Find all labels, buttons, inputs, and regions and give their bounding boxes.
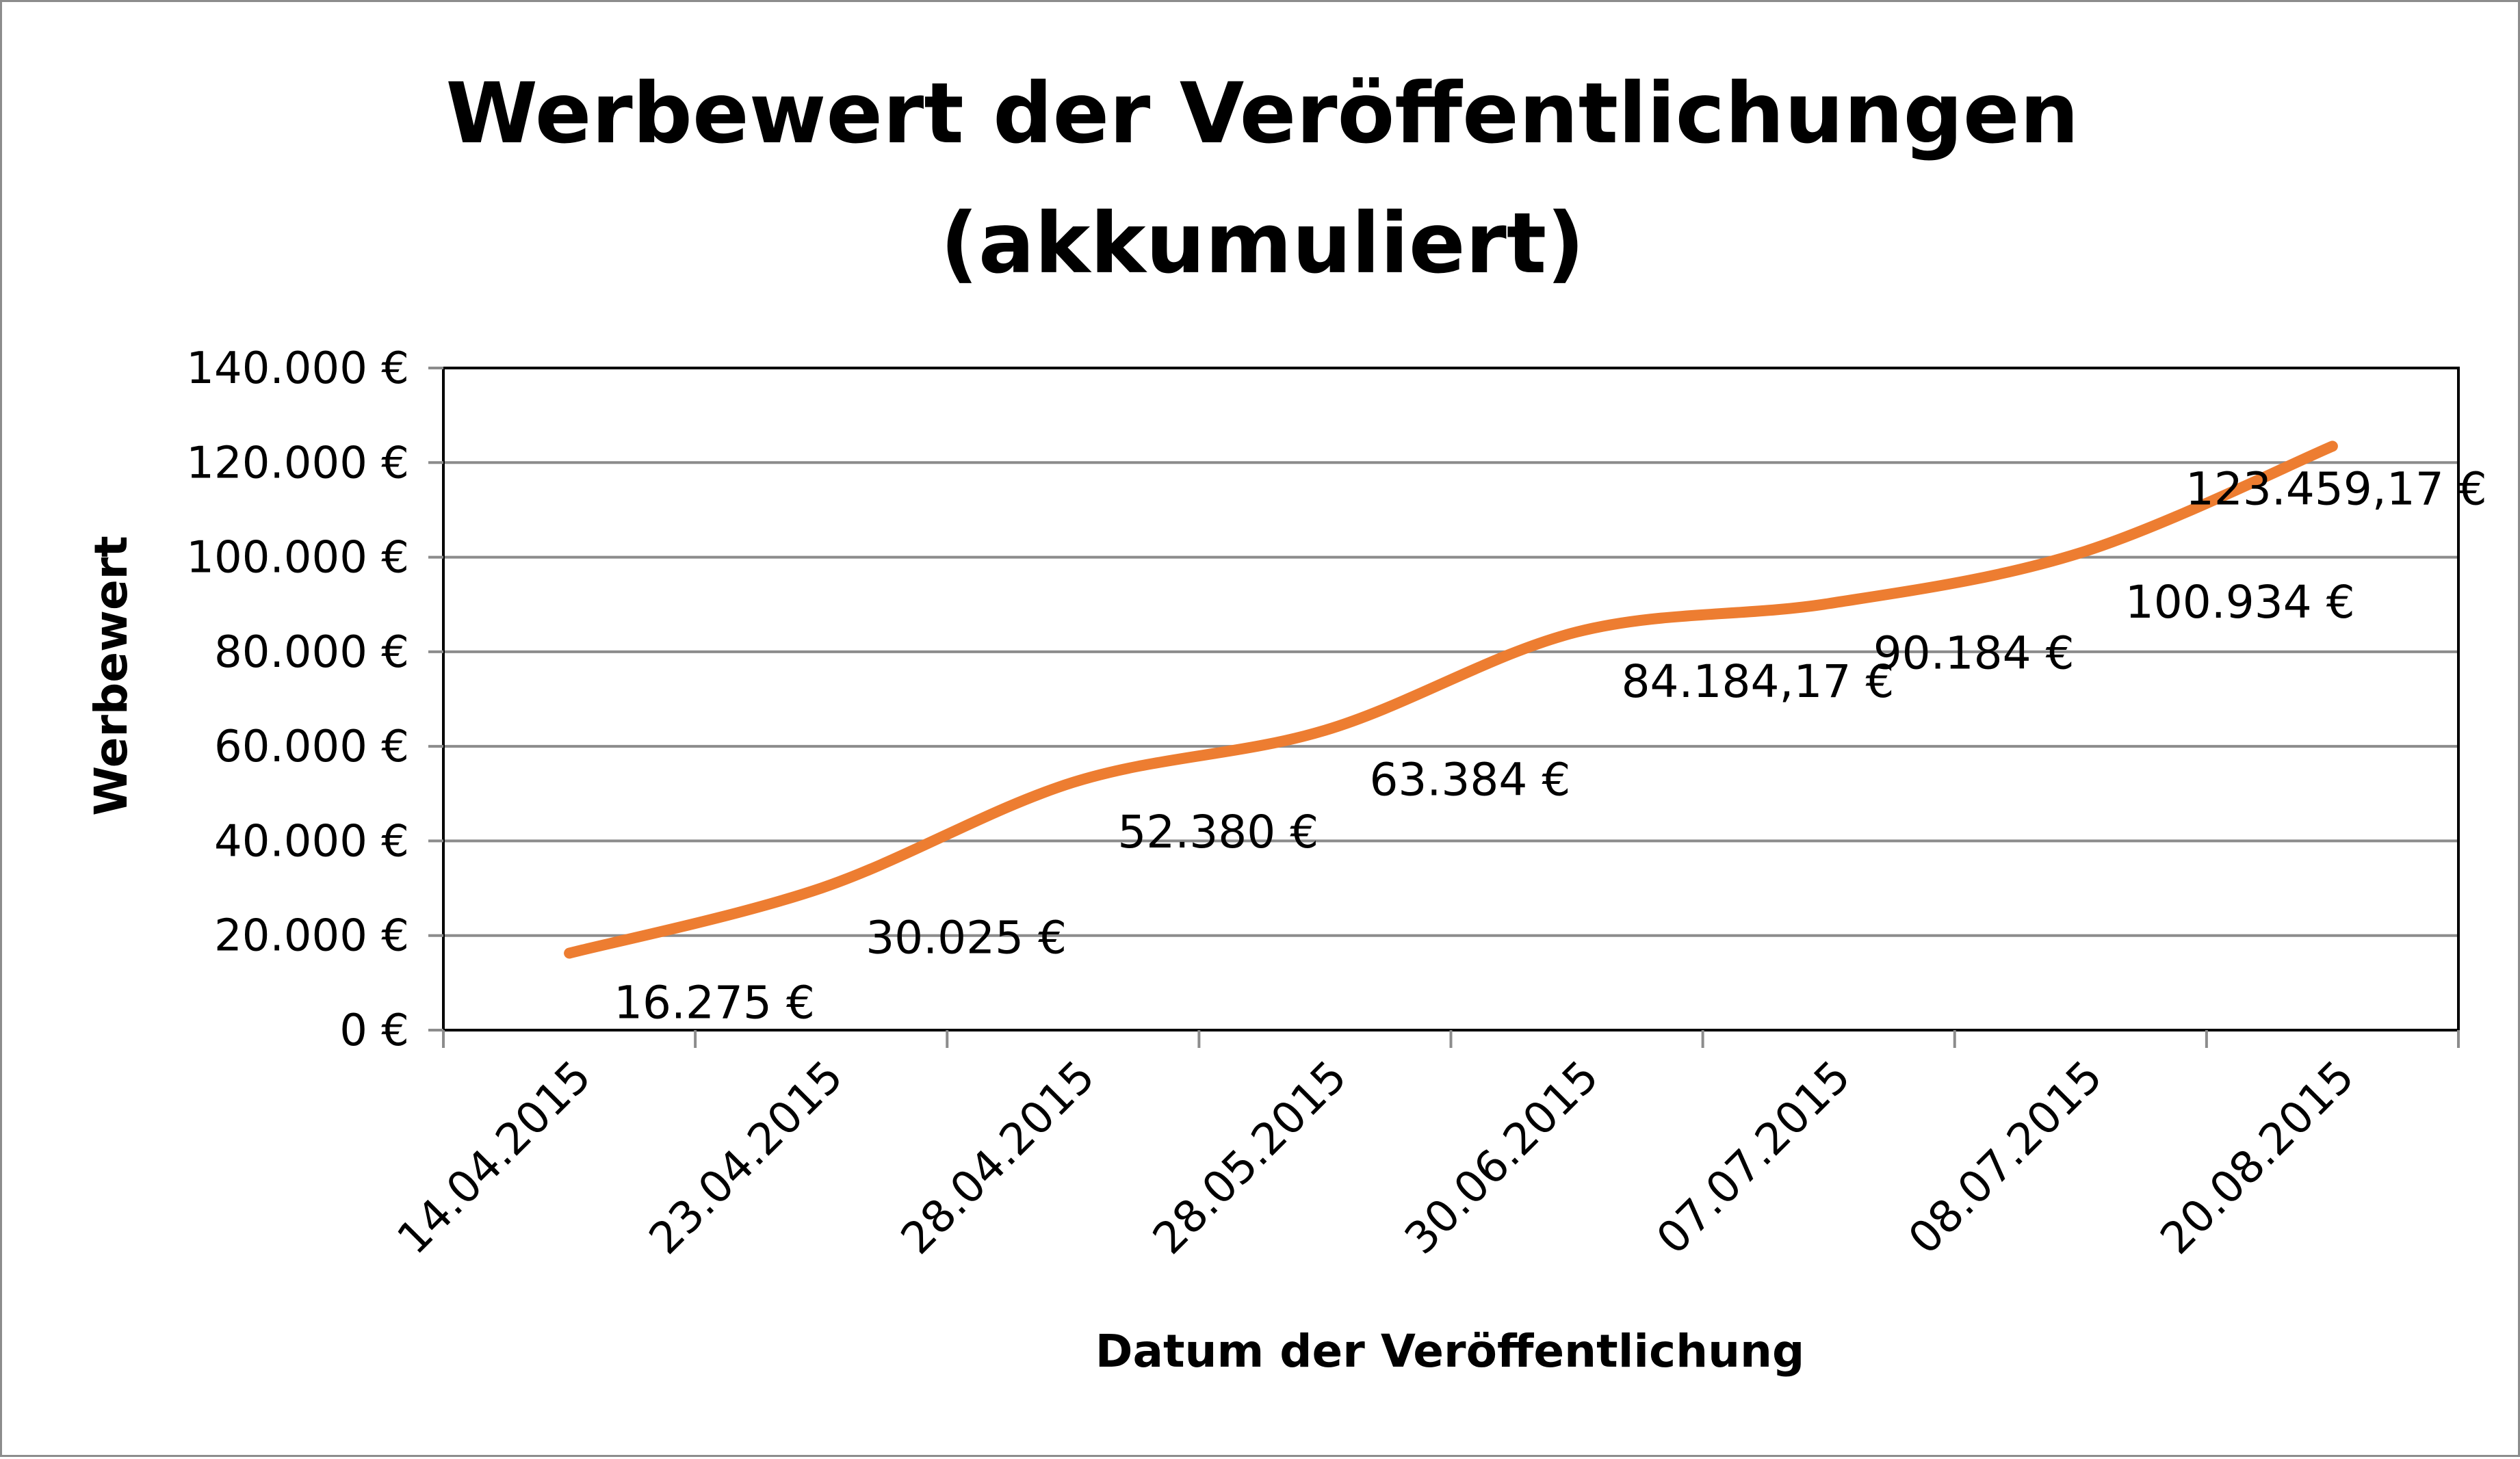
y-tick-label-3: 60.000 €: [214, 722, 409, 772]
data-label-4: 84.184,17 €: [1622, 655, 1895, 708]
data-label-5: 90.184 €: [1873, 627, 2075, 679]
y-tick-label-5: 100.000 €: [186, 533, 409, 583]
x-tick-label-3: 28.05.2015: [1143, 1051, 1356, 1264]
x-tick-label-5: 07.07.2015: [1648, 1051, 1860, 1264]
y-tick-label-2: 40.000 €: [214, 816, 409, 867]
y-tick-label-1: 20.000 €: [214, 911, 409, 962]
data-label-1: 30.025 €: [866, 911, 1067, 964]
y-axis-title: Werbewert: [85, 536, 138, 816]
plot-area: [442, 367, 2460, 1031]
data-label-2: 52.380 €: [1117, 806, 1319, 858]
chart-title-line-1: Werbewert der Veröffentlichungen: [446, 65, 2079, 162]
data-label-0: 16.275 €: [614, 976, 815, 1029]
x-tick-labels: 14.04.2015 23.04.2015 28.04.2015 28.05.2015…: [388, 1051, 2364, 1264]
gridlines: [443, 461, 2458, 937]
chart-title-line-2: (akkumuliert): [940, 195, 1585, 292]
x-tick-label-4: 30.06.2015: [1395, 1051, 1608, 1264]
axes: [428, 367, 2460, 1048]
series-line: [564, 441, 2338, 959]
x-tick-label-0: 14.04.2015: [388, 1051, 601, 1264]
x-tick-label-2: 28.04.2015: [892, 1051, 1104, 1264]
data-label-6: 100.934 €: [2125, 576, 2355, 629]
y-tick-label-4: 80.000 €: [214, 627, 409, 678]
y-tick-label-0: 0 €: [339, 1005, 409, 1056]
data-labels: 16.275 € 30.025 € 52.380 € 63.384 € 84.184,1…: [614, 462, 2487, 1029]
x-tick-label-1: 23.04.2015: [640, 1051, 853, 1264]
y-tick-label-7: 140.000 €: [186, 343, 409, 394]
x-tick-label-6: 08.07.2015: [1899, 1051, 2112, 1264]
x-tick-label-7: 20.08.2015: [2151, 1051, 2364, 1264]
data-label-7: 123.459,17 €: [2185, 462, 2487, 515]
x-axis-title: Datum der Veröffentlichung: [1095, 1325, 1805, 1378]
data-label-3: 63.384 €: [1369, 754, 1570, 806]
series-layer: [564, 441, 2338, 959]
y-tick-labels: 0 € 20.000 € 40.000 € 60.000 € 80.000 € 100.0…: [186, 343, 409, 1056]
y-tick-label-6: 120.000 €: [186, 438, 409, 488]
